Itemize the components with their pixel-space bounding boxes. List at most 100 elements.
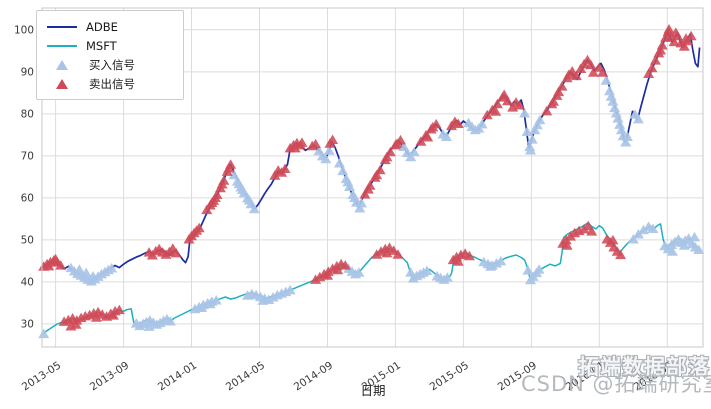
sell-signal-marker xyxy=(615,249,627,260)
buy-signal-marker xyxy=(354,203,366,213)
buy-signal-marker xyxy=(210,295,222,305)
sell-signal-marker xyxy=(371,169,383,180)
sell-signal-marker xyxy=(541,105,553,116)
buy-signal-marker xyxy=(356,197,367,208)
buy-signal-marker xyxy=(73,264,85,274)
sell-signal-marker xyxy=(392,249,404,259)
buy-signal-marker xyxy=(604,85,615,96)
y-tick-label: 90 xyxy=(21,66,34,78)
buy-signal-marker xyxy=(689,231,700,242)
sell-signal-marker xyxy=(585,59,597,70)
sell-signal-marker xyxy=(381,247,393,258)
legend-item-sell: 卖出信号 xyxy=(47,74,175,93)
buy-signal-marker xyxy=(600,75,612,85)
buy-signal-marker xyxy=(323,145,335,155)
buy-signal-marker xyxy=(248,203,260,214)
buy-signal-marker xyxy=(38,328,50,339)
buy-signal-marker xyxy=(353,267,365,277)
y-tick-label: 50 xyxy=(21,234,34,246)
sell-signal-marker xyxy=(463,250,475,261)
legend-item-buy: 买入信号 xyxy=(47,55,175,74)
buy-signal-triangle-icon xyxy=(56,59,68,70)
buy-signal-marker xyxy=(440,131,452,141)
sell-signal-marker xyxy=(646,62,658,73)
sell-signal-marker xyxy=(649,55,661,65)
sell-signal-marker xyxy=(223,163,235,173)
buy-signal-marker xyxy=(495,255,507,266)
sell-signal-marker xyxy=(50,253,62,264)
buy-signal-marker xyxy=(441,272,453,282)
sell-signal-marker xyxy=(216,179,228,189)
sell-signal-marker xyxy=(570,70,582,81)
x-tick-label: 2015-05 xyxy=(428,359,471,393)
sell-signal-marker xyxy=(415,136,427,146)
sell-signal-markers xyxy=(38,24,697,331)
sell-signal-marker xyxy=(561,240,573,250)
sell-signal-marker xyxy=(206,197,218,207)
buy-signal-marker xyxy=(106,263,118,273)
sell-signal-marker xyxy=(391,138,403,148)
sell-signal-marker xyxy=(481,109,493,120)
sell-signal-marker xyxy=(339,260,351,270)
sell-signal-marker xyxy=(680,33,692,43)
sell-signal-marker xyxy=(279,163,291,173)
buy-signal-marker xyxy=(519,108,531,118)
sell-signal-marker xyxy=(678,41,690,51)
buy-signal-marker xyxy=(342,176,354,187)
buy-signal-marker xyxy=(333,158,345,168)
sell-signal-marker xyxy=(113,304,125,315)
buy-signal-marker xyxy=(476,118,488,129)
buy-signal-markers xyxy=(38,75,705,339)
sell-signal-marker xyxy=(553,86,565,97)
buy-signal-marker xyxy=(621,131,633,141)
sell-signal-marker xyxy=(587,67,599,77)
sell-signal-marker xyxy=(668,36,680,47)
sell-signal-marker xyxy=(193,222,205,233)
sell-signal-marker xyxy=(490,106,502,116)
x-tick-label: 2014-05 xyxy=(224,359,267,393)
buy-signal-marker xyxy=(485,261,497,271)
y-tick-label: 60 xyxy=(21,192,34,204)
buy-signal-marker xyxy=(408,146,420,157)
sell-signal-marker xyxy=(269,170,281,180)
adbe-line-swatch xyxy=(47,25,77,28)
sell-signal-marker xyxy=(310,138,322,149)
buy-signal-marker xyxy=(196,302,208,312)
buy-signal-marker xyxy=(605,91,617,101)
legend-item-msft: MSFT xyxy=(47,36,175,55)
sell-signal-marker xyxy=(548,96,559,106)
msft-line-swatch xyxy=(47,44,77,47)
y-tick-label: 100 xyxy=(14,24,34,36)
buy-signal-marker xyxy=(529,124,541,135)
buy-signal-marker xyxy=(531,119,543,130)
buy-signal-marker xyxy=(204,298,216,309)
buy-signal-marker xyxy=(143,321,155,331)
plot-frame xyxy=(41,7,704,348)
buy-signal-marker xyxy=(614,119,626,129)
buy-signal-marker xyxy=(337,165,349,176)
sell-signal-marker xyxy=(670,27,682,37)
buy-signal-marker xyxy=(666,246,678,256)
sell-signal-marker xyxy=(332,264,344,275)
buy-signal-marker xyxy=(607,96,619,106)
buy-signal-marker xyxy=(349,192,361,202)
sell-signal-marker xyxy=(502,95,514,106)
buy-signal-marker xyxy=(627,234,639,244)
sell-signal-marker xyxy=(427,121,439,132)
x-tick-label: 2014-01 xyxy=(156,359,199,393)
buy-signal-marker xyxy=(615,124,627,135)
sell-signal-marker xyxy=(452,256,464,266)
x-axis-label: 日期 xyxy=(360,383,385,398)
legend-label-buy: 买入信号 xyxy=(89,57,135,72)
buy-signal-marker xyxy=(320,153,332,164)
sell-signal-marker xyxy=(607,234,619,245)
sell-signal-marker xyxy=(55,260,67,270)
x-tick-label: 2014-09 xyxy=(292,359,335,393)
buy-signal-marker xyxy=(620,137,632,147)
x-tick-label: 2013-09 xyxy=(88,359,131,393)
sell-signal-marker xyxy=(381,151,393,162)
y-tick-label: 40 xyxy=(21,276,34,288)
buy-signal-marker xyxy=(87,271,99,281)
